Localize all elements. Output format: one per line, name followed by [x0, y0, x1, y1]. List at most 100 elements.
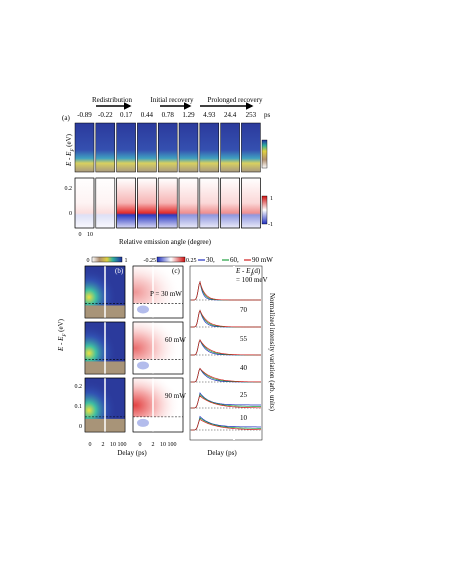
colorbar	[261, 195, 268, 225]
x-tick-label: 0	[139, 442, 142, 448]
difference-frame	[137, 177, 157, 229]
delay-label: -0.22	[98, 111, 113, 119]
intensity-curve	[191, 392, 261, 409]
spectrum-image	[157, 122, 178, 173]
colorbar	[91, 256, 123, 263]
difference-frame	[241, 177, 261, 229]
delay-label: 0.44	[141, 111, 154, 119]
x-axis-label: Relative emission angle (degree)	[119, 238, 212, 246]
phase-label: Prolonged recovery	[207, 96, 263, 104]
intensity-curve	[191, 417, 261, 431]
legend-label: 60,	[230, 256, 239, 264]
spectrum-image	[116, 122, 136, 173]
label-main: E - E	[235, 267, 251, 275]
difference-frame	[157, 177, 178, 229]
legend-label: 90 mW	[252, 256, 273, 264]
spectrum-image	[178, 122, 199, 173]
phase-label: Initial recovery	[151, 96, 194, 104]
spectrum-image	[95, 122, 116, 173]
delay-label: -0.89	[77, 111, 92, 119]
plot-frame	[189, 265, 263, 441]
x-tick-label: 10	[87, 232, 93, 238]
colorbar	[156, 256, 186, 263]
x-tick-label: 100	[168, 442, 177, 448]
diff-blue	[137, 418, 149, 427]
diff-frame	[132, 321, 184, 375]
delay-label: 24.4	[224, 111, 237, 119]
delay-label: 0.17	[120, 111, 133, 119]
colorbar-label: 1	[270, 196, 273, 202]
spectrum-image	[220, 122, 240, 173]
intensity-curve	[191, 367, 261, 383]
y-axis-label: Normalized intensity variation (arb. uni…	[268, 293, 276, 412]
axis-label: E - EF	[235, 267, 254, 278]
label-main: E - E	[57, 336, 65, 352]
difference-frame	[178, 177, 199, 229]
intensity-curve	[191, 280, 261, 301]
power-label: 90 mW	[165, 392, 186, 400]
delay-label: 0.78	[162, 111, 175, 119]
x-tick-label: 10	[160, 442, 166, 448]
colorbar-label: 1	[125, 258, 128, 264]
x-tick-label: 0	[89, 442, 92, 448]
difference-image	[137, 177, 157, 229]
panel-label: (d)	[252, 267, 261, 275]
colorbar-label: 0.25	[186, 258, 197, 264]
intensity-curve	[191, 415, 261, 431]
y-tick-label: 0	[79, 424, 82, 430]
spectrum-image	[74, 122, 95, 173]
x-tick-label: 2	[102, 442, 105, 448]
delay-label: 4.93	[203, 111, 216, 119]
power-label: 60 mW	[165, 336, 186, 344]
diff-red	[133, 378, 183, 417]
delay-label: 253	[246, 111, 257, 119]
difference-frame	[95, 177, 116, 229]
energy-label: 55	[240, 335, 248, 343]
y-tick-label: 0.2	[65, 186, 73, 192]
y-tick-label: 0.1	[75, 404, 83, 410]
label-unit: (eV)	[57, 318, 65, 333]
energy-label: 25	[240, 391, 248, 399]
axis-label: E - EF (eV)	[65, 133, 76, 167]
difference-image	[95, 177, 116, 229]
diff-red	[133, 266, 183, 304]
difference-frame	[116, 177, 136, 229]
map-frame	[84, 377, 126, 433]
label-sub: F	[249, 273, 254, 278]
label-sub: F	[63, 333, 68, 338]
intensity-curve	[191, 309, 261, 328]
delay-unit: ps	[264, 111, 271, 119]
difference-frame	[74, 177, 95, 229]
x-tick-label: 0	[79, 232, 82, 238]
map-frame	[84, 265, 126, 319]
difference-image	[220, 177, 240, 229]
phase-label: Redistribution	[92, 96, 133, 104]
y-tick-label: 0	[69, 211, 72, 217]
axis-label: E - EF (eV)	[57, 318, 68, 352]
energy-label: 70	[240, 306, 248, 314]
label-sub: F	[71, 148, 76, 153]
colorbar-label: -0.25	[144, 258, 157, 264]
diff-red	[133, 322, 183, 360]
power-label: P = 30 mW	[150, 290, 182, 298]
x-tick-label: 2	[152, 442, 155, 448]
label-main: E - E	[65, 151, 73, 167]
difference-image	[157, 177, 178, 229]
colorbar	[261, 139, 268, 169]
intensity-curve	[191, 393, 261, 409]
colorbar-label: 0	[87, 258, 90, 264]
diff-frame	[132, 377, 184, 433]
difference-image	[178, 177, 199, 229]
label-unit: (eV)	[65, 133, 73, 148]
diff-frame	[132, 265, 184, 319]
panel-label: (c)	[172, 267, 180, 275]
intensity-curve	[191, 419, 261, 431]
x-tick-label: 10	[110, 442, 116, 448]
energy-label: 40	[240, 364, 248, 372]
energy-label: 10	[240, 414, 248, 422]
difference-image	[74, 177, 95, 229]
map-frame	[84, 321, 126, 375]
x-axis-label: Delay (ps)	[117, 449, 147, 457]
difference-image	[116, 177, 136, 229]
